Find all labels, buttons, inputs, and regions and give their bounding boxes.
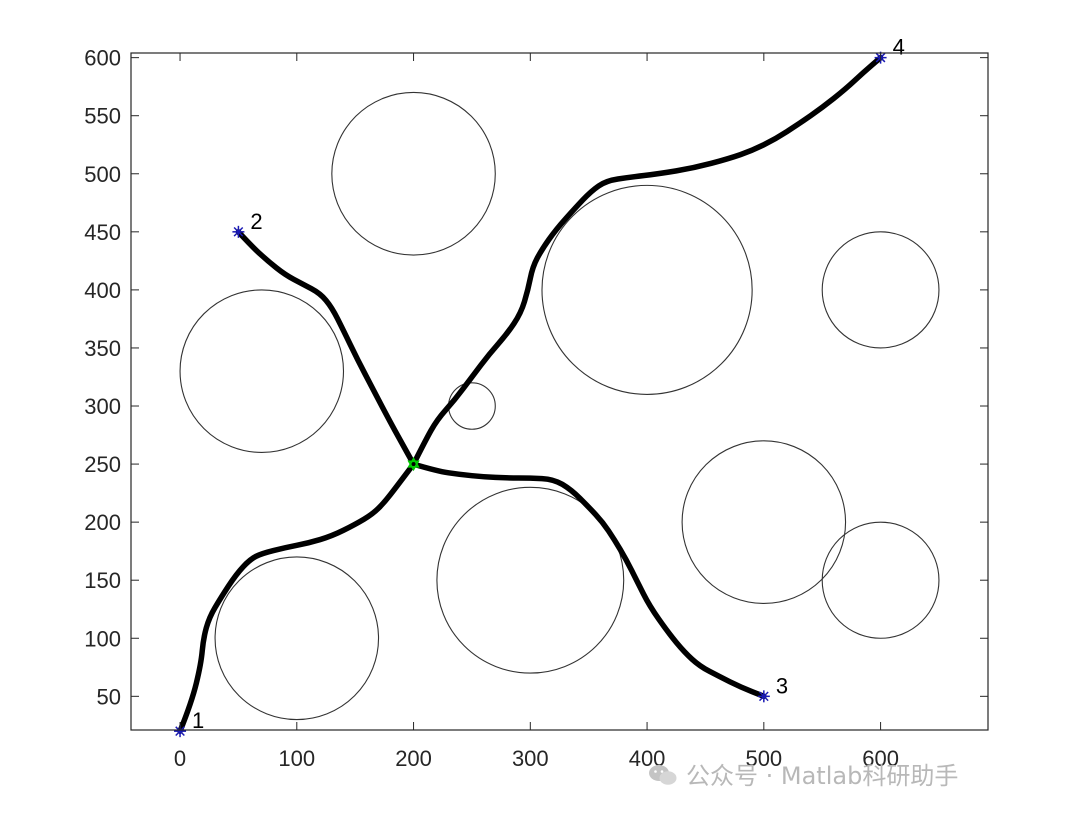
x-tick-label: 500 [745, 746, 782, 771]
obstacle-circle [331, 91, 496, 256]
y-tick-label: 600 [84, 46, 121, 71]
junction-triangle-down [407, 460, 420, 472]
y-tick-label: 400 [84, 278, 121, 303]
axes-box [130, 52, 989, 731]
x-tick-label: 300 [512, 746, 549, 771]
y-tick-label: 450 [84, 220, 121, 245]
x-tick-label: 0 [174, 746, 186, 771]
obstacle-circle [436, 486, 625, 674]
watermark: 公众号 · Matlab科研助手 [648, 756, 958, 791]
endpoint-2-marker [232, 225, 245, 238]
x-axis-ticks: 0 100 200 300 400 500 600 [174, 53, 899, 771]
y-tick-label: 50 [97, 684, 121, 709]
endpoint-4-label: 4 [893, 35, 905, 60]
y-tick-label: 500 [84, 162, 121, 187]
obstacle-circle [821, 521, 940, 639]
endpoint-1-label: 1 [192, 708, 204, 733]
path-from-3 [410, 461, 767, 700]
y-tick-label: 200 [84, 510, 121, 535]
obstacle-circle [541, 184, 753, 395]
obstacle-circle [179, 289, 345, 454]
path-from-1 [177, 461, 417, 734]
obstacle-circle [214, 556, 380, 721]
y-tick-label: 350 [84, 336, 121, 361]
path-from-4 [410, 54, 884, 467]
endpoint-3-label: 3 [776, 673, 788, 698]
y-tick-label: 250 [84, 452, 121, 477]
y-tick-label: 550 [84, 104, 121, 129]
obstacle-circles [179, 91, 940, 721]
plot-area [131, 53, 988, 730]
junction-triangle-up [407, 456, 420, 468]
y-axis-ticks: 50 100 150 200 250 300 350 400 450 500 550 600 [84, 46, 988, 709]
obstacle-circle [681, 440, 847, 604]
endpoint-3-marker [757, 690, 770, 703]
endpoint-1-marker [174, 725, 187, 738]
watermark-text: 公众号 · Matlab科研助手 [686, 762, 959, 790]
y-tick-label: 150 [84, 568, 121, 593]
y-tick-label: 300 [84, 394, 121, 419]
wechat-icon [649, 765, 677, 785]
x-tick-label: 200 [395, 746, 432, 771]
junction-marker [407, 456, 420, 472]
obstacle-circle [821, 231, 940, 349]
planned-paths [177, 54, 884, 734]
endpoint-2-label: 2 [250, 209, 262, 234]
path-from-2 [235, 229, 417, 467]
y-tick-label: 100 [84, 626, 121, 651]
endpoint-markers: 1 2 3 4 [174, 35, 905, 738]
x-tick-label: 100 [278, 746, 315, 771]
x-tick-label: 600 [862, 746, 899, 771]
